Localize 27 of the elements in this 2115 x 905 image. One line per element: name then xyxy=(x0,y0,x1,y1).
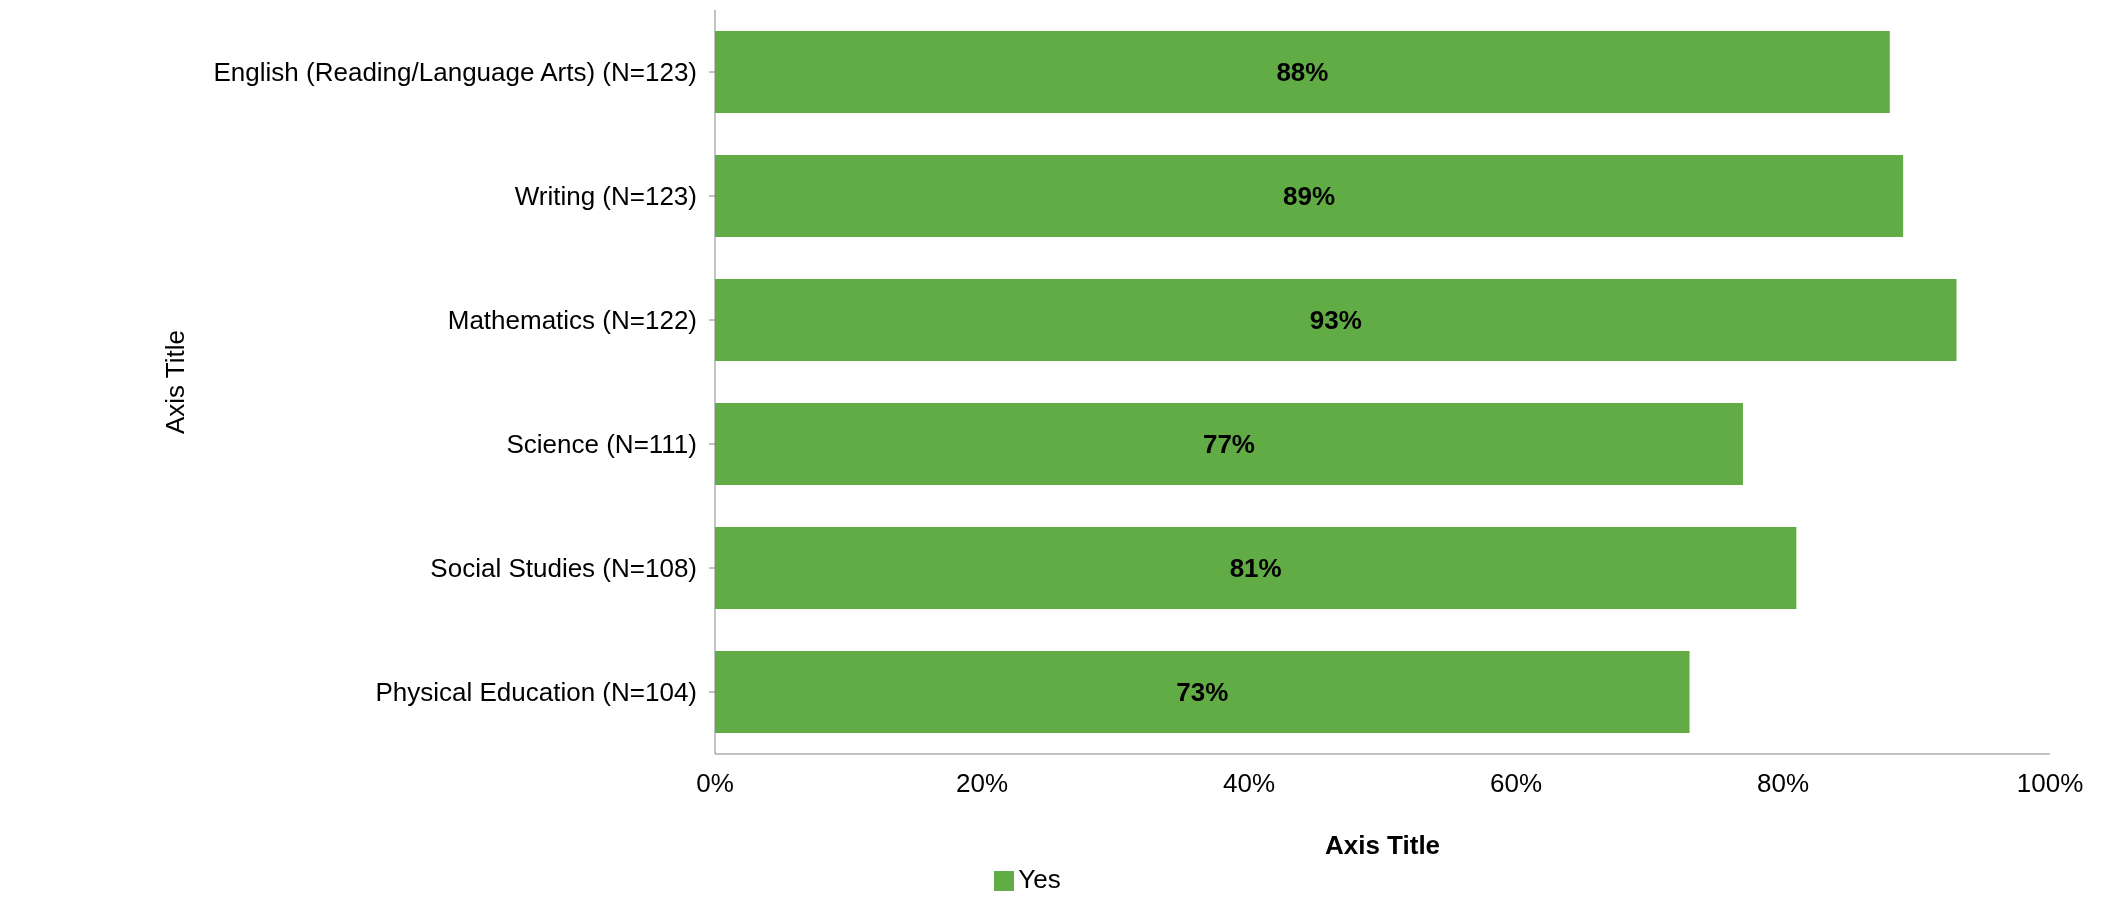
data-label: 88% xyxy=(1276,57,1329,88)
x-tick-label: 0% xyxy=(696,768,734,799)
legend-label: Yes xyxy=(1018,864,1061,894)
y-tick-label: Mathematics (N=122) xyxy=(447,305,697,336)
y-tick-label: Science (N=111) xyxy=(506,429,697,460)
y-tick-label: Social Studies (N=108) xyxy=(430,553,697,584)
bar xyxy=(715,651,1690,734)
x-tick-label: 60% xyxy=(1489,768,1543,799)
bar xyxy=(715,527,1797,610)
data-label: 73% xyxy=(1176,677,1229,708)
y-axis-title: Axis Title xyxy=(160,329,191,435)
data-label: 77% xyxy=(1202,429,1255,460)
data-label: 81% xyxy=(1229,553,1282,584)
bar xyxy=(715,403,1743,486)
y-tick-label: English (Reading/Language Arts) (N=123) xyxy=(213,57,697,88)
bar xyxy=(715,279,1957,362)
y-tick-label: Physical Education (N=104) xyxy=(375,677,697,708)
x-tick-label: 80% xyxy=(1756,768,1810,799)
x-tick-label: 40% xyxy=(1222,768,1276,799)
bar xyxy=(715,31,1890,114)
x-tick-label: 20% xyxy=(955,768,1009,799)
x-tick-label: 100% xyxy=(2016,768,2084,799)
bar xyxy=(715,155,1904,238)
y-tick-label: Writing (N=123) xyxy=(514,181,697,212)
data-label: 89% xyxy=(1283,181,1336,212)
data-label: 93% xyxy=(1309,305,1362,336)
x-axis-title: Axis Title xyxy=(1324,830,1441,860)
